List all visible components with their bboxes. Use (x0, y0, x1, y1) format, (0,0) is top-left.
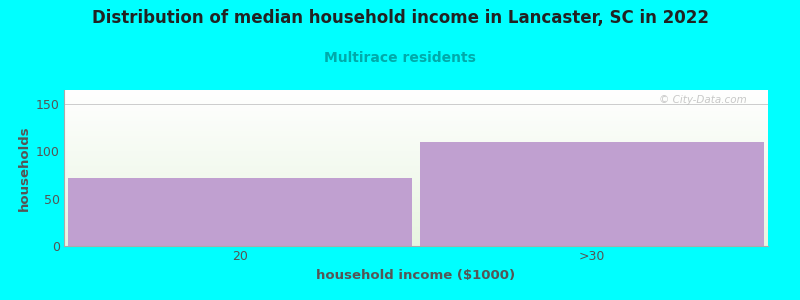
X-axis label: household income ($1000): household income ($1000) (317, 269, 515, 282)
Text: Distribution of median household income in Lancaster, SC in 2022: Distribution of median household income … (91, 9, 709, 27)
Bar (67, 178, 413, 246)
Text: © City-Data.com: © City-Data.com (659, 95, 747, 105)
Y-axis label: households: households (18, 125, 30, 211)
Bar (419, 142, 765, 246)
Text: Multirace residents: Multirace residents (324, 51, 476, 65)
